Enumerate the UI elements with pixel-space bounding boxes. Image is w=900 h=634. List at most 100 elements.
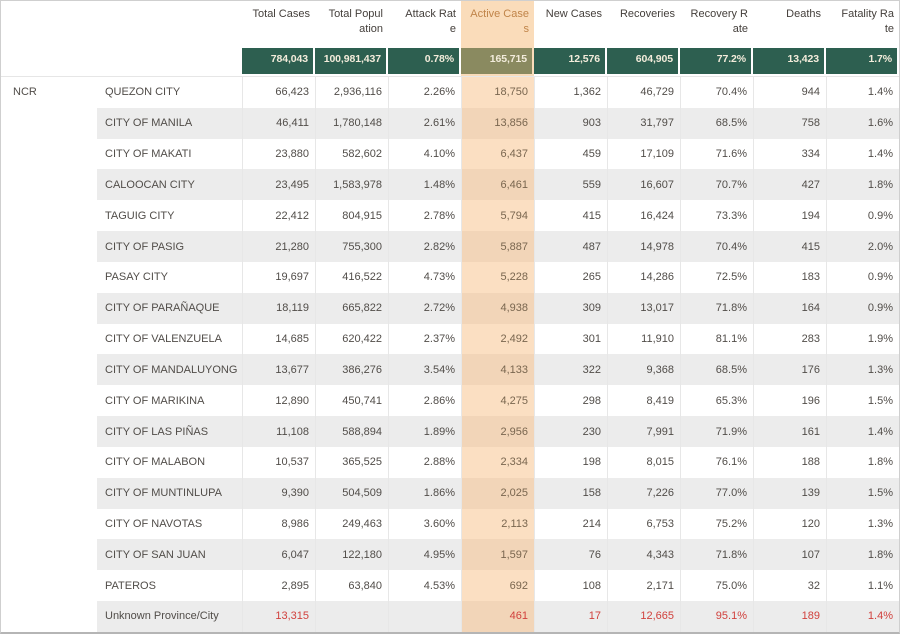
value-cell-fatality-rate[interactable]: 1.3% — [826, 508, 899, 540]
value-cell-recovery-rate[interactable]: 70.7% — [680, 169, 753, 201]
city-label[interactable]: CITY OF MALABON — [105, 456, 206, 469]
value-cell-total-population[interactable]: 620,422 — [315, 323, 388, 355]
value-cell-total-cases[interactable]: 66,423 — [242, 77, 315, 108]
value-cell-recoveries[interactable]: 7,226 — [607, 477, 680, 509]
value-cell-total-cases[interactable]: 11,108 — [242, 416, 315, 447]
value-cell-recovery-rate[interactable]: 65.3% — [680, 385, 753, 417]
value-cell-deaths[interactable]: 188 — [753, 446, 826, 478]
value-cell-recoveries[interactable]: 8,419 — [607, 385, 680, 417]
value-cell-new-cases[interactable]: 298 — [534, 385, 607, 417]
value-cell-recoveries[interactable]: 9,368 — [607, 354, 680, 386]
value-cell-recovery-rate[interactable]: 95.1% — [680, 601, 753, 632]
value-cell-recovery-rate[interactable]: 71.8% — [680, 539, 753, 571]
value-cell-active-cases[interactable]: 5,794 — [461, 200, 534, 232]
region-label[interactable] — [1, 416, 97, 447]
value-cell-recoveries[interactable]: 11,910 — [607, 323, 680, 355]
value-cell-total-cases[interactable]: 2,895 — [242, 570, 315, 602]
city-label[interactable]: CALOOCAN CITY — [97, 169, 242, 201]
value-cell-deaths[interactable]: 164 — [753, 292, 826, 324]
city-label[interactable]: CITY OF MANILA — [97, 107, 242, 139]
value-cell-attack-rate[interactable]: 2.61% — [388, 107, 461, 139]
value-cell-total-population[interactable]: 588,894 — [315, 416, 388, 447]
value-cell-total-cases[interactable]: 14,685 — [242, 323, 315, 355]
value-cell-attack-rate[interactable]: 2.88% — [388, 446, 461, 478]
value-cell-attack-rate[interactable]: 1.48% — [388, 169, 461, 201]
value-cell-recovery-rate[interactable]: 75.0% — [680, 570, 753, 602]
value-cell-recovery-rate[interactable]: 70.4% — [680, 231, 753, 262]
region-label[interactable] — [1, 447, 97, 478]
city-label[interactable]: Unknown Province/City — [97, 601, 242, 632]
value-cell-active-cases[interactable]: 2,025 — [461, 477, 534, 509]
value-cell-total-cases[interactable]: 46,411 — [242, 107, 315, 139]
region-label[interactable] — [1, 385, 97, 416]
value-cell-recovery-rate[interactable]: 72.5% — [680, 261, 753, 293]
value-cell-recoveries[interactable]: 8,015 — [607, 446, 680, 478]
region-label[interactable] — [1, 509, 97, 540]
value-cell-attack-rate[interactable]: 2.86% — [388, 385, 461, 417]
region-label[interactable] — [1, 108, 97, 139]
value-cell-fatality-rate[interactable]: 2.0% — [826, 231, 899, 262]
value-cell-recovery-rate[interactable]: 70.4% — [680, 77, 753, 108]
value-cell-deaths[interactable]: 32 — [753, 570, 826, 602]
value-cell-total-cases[interactable]: 13,677 — [242, 354, 315, 386]
value-cell-deaths[interactable]: 120 — [753, 508, 826, 540]
value-cell-new-cases[interactable]: 198 — [534, 446, 607, 478]
value-cell-new-cases[interactable]: 415 — [534, 200, 607, 232]
value-cell-active-cases[interactable]: 6,461 — [461, 169, 534, 201]
value-cell-active-cases[interactable]: 5,228 — [461, 261, 534, 293]
column-header-recoveries[interactable]: Recoveries — [619, 8, 675, 20]
value-cell-fatality-rate[interactable]: 1.4% — [826, 77, 899, 108]
value-cell-attack-rate[interactable]: 2.82% — [388, 231, 461, 262]
city-label[interactable]: CITY OF PARAÑAQUE — [97, 292, 242, 324]
value-cell-fatality-rate[interactable]: 1.4% — [826, 601, 899, 632]
value-cell-fatality-rate[interactable]: 1.5% — [826, 385, 899, 417]
value-cell-deaths[interactable]: 183 — [753, 261, 826, 293]
value-cell-new-cases[interactable]: 1,362 — [534, 77, 607, 108]
column-header-fatality-rate[interactable]: Fatality Ra te — [841, 8, 894, 35]
grand-total-cell-total-cases[interactable]: 784,043 — [242, 47, 315, 76]
value-cell-total-population[interactable]: 665,822 — [315, 292, 388, 324]
value-cell-total-cases[interactable]: 19,697 — [242, 261, 315, 293]
grand-total-cell-deaths[interactable]: 13,423 — [753, 47, 826, 76]
value-cell-total-population[interactable]: 755,300 — [315, 231, 388, 262]
value-cell-fatality-rate[interactable]: 1.5% — [826, 477, 899, 509]
value-cell-new-cases[interactable]: 903 — [534, 107, 607, 139]
city-label[interactable]: CITY OF MAKATI — [105, 148, 192, 161]
value-cell-attack-rate[interactable]: 3.54% — [388, 354, 461, 386]
value-cell-new-cases[interactable]: 309 — [534, 292, 607, 324]
city-label[interactable]: CITY OF MANDALUYONG — [97, 354, 242, 386]
value-cell-total-population[interactable]: 1,780,148 — [315, 107, 388, 139]
value-cell-attack-rate[interactable]: 2.72% — [388, 292, 461, 324]
value-cell-total-cases[interactable]: 6,047 — [242, 539, 315, 571]
value-cell-total-cases[interactable]: 10,537 — [242, 446, 315, 478]
value-cell-recoveries[interactable]: 4,343 — [607, 539, 680, 571]
value-cell-total-population[interactable]: 504,509 — [315, 477, 388, 509]
value-cell-deaths[interactable]: 139 — [753, 477, 826, 509]
value-cell-new-cases[interactable]: 76 — [534, 539, 607, 571]
value-cell-total-cases[interactable]: 22,412 — [242, 200, 315, 232]
region-label[interactable] — [1, 169, 97, 200]
value-cell-attack-rate[interactable]: 3.60% — [388, 508, 461, 540]
value-cell-attack-rate[interactable]: 1.86% — [388, 477, 461, 509]
city-label[interactable]: PASAY CITY — [105, 271, 168, 284]
grand-total-cell-recoveries[interactable]: 604,905 — [607, 47, 680, 76]
value-cell-new-cases[interactable]: 230 — [534, 416, 607, 447]
value-cell-total-cases[interactable]: 21,280 — [242, 231, 315, 262]
value-cell-fatality-rate[interactable]: 0.9% — [826, 292, 899, 324]
value-cell-total-population[interactable]: 63,840 — [315, 570, 388, 602]
value-cell-recovery-rate[interactable]: 77.0% — [680, 477, 753, 509]
value-cell-active-cases[interactable]: 2,492 — [461, 323, 534, 355]
value-cell-new-cases[interactable]: 559 — [534, 169, 607, 201]
value-cell-total-population[interactable]: 365,525 — [315, 446, 388, 478]
value-cell-recovery-rate[interactable]: 71.8% — [680, 292, 753, 324]
value-cell-total-population[interactable]: 2,936,116 — [315, 77, 388, 108]
value-cell-recoveries[interactable]: 13,017 — [607, 292, 680, 324]
value-cell-attack-rate[interactable]: 4.53% — [388, 570, 461, 602]
value-cell-recovery-rate[interactable]: 76.1% — [680, 446, 753, 478]
value-cell-fatality-rate[interactable]: 1.3% — [826, 354, 899, 386]
grand-total-cell-new-cases[interactable]: 12,576 — [534, 47, 607, 76]
column-header-deaths[interactable]: Deaths — [786, 8, 821, 20]
value-cell-deaths[interactable]: 944 — [753, 77, 826, 108]
value-cell-fatality-rate[interactable]: 0.9% — [826, 261, 899, 293]
region-label[interactable] — [1, 601, 97, 632]
